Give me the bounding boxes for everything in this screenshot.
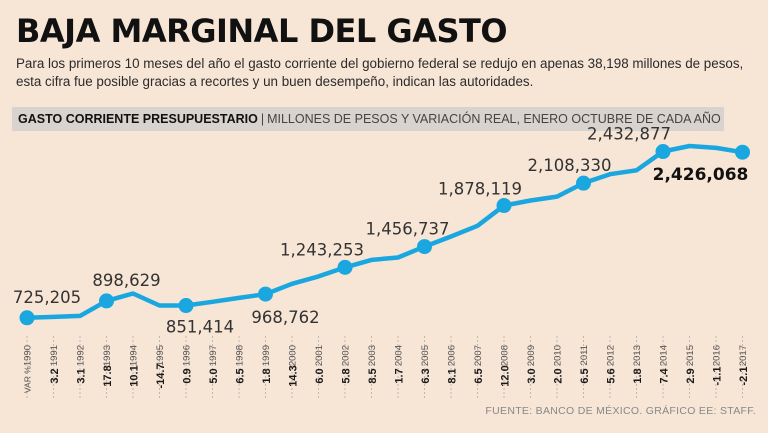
variation-value-2011: 6.5 <box>579 368 591 383</box>
variation-value-2000: 14.3 <box>288 365 300 386</box>
variation-value-1991: 3.2 <box>49 368 61 383</box>
data-label-1990: 725,205 <box>13 288 81 307</box>
data-label-1999: 968,762 <box>251 308 319 327</box>
year-tick-2014: 2014 <box>659 345 670 366</box>
year-tick-1994: 1994 <box>129 345 140 366</box>
variation-value-1992: 3.1 <box>76 368 88 383</box>
series-description-band: GASTO CORRIENTE PRESUPUESTARIO | MILLONES … <box>12 107 724 131</box>
year-tick-1991: 1991 <box>49 345 60 366</box>
variation-value-2017: -2.1 <box>738 367 750 386</box>
variation-value-1998: 6.5 <box>235 368 247 383</box>
variation-value-2014: 7.4 <box>659 367 671 383</box>
data-label-1993: 898,629 <box>92 271 160 290</box>
data-point-1999 <box>258 286 273 302</box>
year-tick-2008: 2008 <box>500 345 511 366</box>
variation-value-2013: 1.8 <box>632 368 644 383</box>
data-point-1996 <box>178 298 194 314</box>
series-name: GASTO CORRIENTE PRESUPUESTARIO <box>18 112 258 126</box>
series-line <box>24 143 745 321</box>
variation-value-2004: 1.7 <box>394 368 406 383</box>
axis-area: 1990 19913.219923.1199317.8199410.11995-1… <box>23 336 750 398</box>
data-point-2011 <box>576 175 591 191</box>
variation-value-1999: 1.8 <box>261 368 273 383</box>
variation-value-2016: -1.1 <box>712 367 724 386</box>
year-tick-1990: 1990 <box>23 345 34 366</box>
year-tick-2010: 2010 <box>553 345 564 366</box>
data-label-2014: 2,432,877 <box>587 125 671 144</box>
data-point-2008 <box>496 198 512 214</box>
data-label-2002: 1,243,253 <box>280 240 364 259</box>
band-separator: | <box>260 112 265 126</box>
variation-value-2003: 8.5 <box>367 368 379 383</box>
data-label-2005: 1,456,737 <box>366 220 450 239</box>
data-label-2011: 2,108,330 <box>528 156 612 175</box>
chart-title: BAJA MARGINAL DEL GASTO <box>16 12 508 50</box>
data-point-1993 <box>99 293 114 309</box>
year-tick-1999: 1999 <box>261 345 272 366</box>
year-tick-1993: 1993 <box>102 345 113 366</box>
data-label-2017: 2,426,068 <box>653 165 749 185</box>
variation-value-2015: 2.9 <box>685 368 697 383</box>
plot-area: 725,205 898,629 851,414 968,762 1,243,2531,4… <box>13 125 750 337</box>
variation-value-2010: 2.0 <box>553 368 565 383</box>
variation-value-2008: 12.0 <box>500 365 512 386</box>
year-tick-2017: 2017 <box>738 345 749 366</box>
year-tick-2007: 2007 <box>473 345 484 366</box>
data-point-2005 <box>417 239 432 255</box>
year-tick-2012: 2012 <box>606 345 617 366</box>
data-label-1996: 851,414 <box>166 318 234 337</box>
variation-value-1996: 0.9 <box>182 368 194 383</box>
year-tick-2005: 2005 <box>420 345 431 366</box>
variation-value-1993: 17.8 <box>102 365 114 386</box>
variation-row-label: VAR % <box>23 366 33 393</box>
variation-value-1995: -14.7 <box>155 363 167 388</box>
year-tick-1995: 1995 <box>155 345 166 366</box>
year-tick-1996: 1996 <box>182 345 193 366</box>
data-label-2008: 1,878,119 <box>438 180 522 199</box>
year-tick-2000: 2000 <box>288 345 299 366</box>
year-tick-2004: 2004 <box>394 345 405 366</box>
variation-value-2005: 6.3 <box>420 368 432 383</box>
year-tick-2015: 2015 <box>685 345 696 366</box>
variation-value-2009: 3.0 <box>526 368 538 383</box>
chart-subtitle: Para los primeros 10 meses del año el ga… <box>16 56 744 89</box>
variation-value-1994: 10.1 <box>129 365 141 386</box>
year-tick-1997: 1997 <box>208 345 219 366</box>
source-note: FUENTE: BANCO DE MÉXICO. GRÁFICO EE: STA… <box>485 405 756 417</box>
variation-value-1997: 5.0 <box>208 368 220 383</box>
data-point-2017 <box>735 144 750 160</box>
year-tick-2009: 2009 <box>526 345 537 366</box>
data-point-2014 <box>655 144 671 160</box>
variation-value-2006: 8.1 <box>447 368 459 383</box>
year-tick-2001: 2001 <box>314 345 325 366</box>
year-tick-2013: 2013 <box>632 345 643 366</box>
year-tick-1992: 1992 <box>76 345 87 366</box>
year-tick-2002: 2002 <box>341 345 352 366</box>
data-point-2002 <box>337 259 353 275</box>
variation-value-2002: 5.8 <box>341 368 353 383</box>
year-tick-2003: 2003 <box>367 345 378 366</box>
year-tick-2016: 2016 <box>712 345 723 366</box>
series-units: MILLONES DE PESOS Y VARIACIÓN REAL, ENER… <box>267 112 721 126</box>
year-tick-2011: 2011 <box>579 345 590 365</box>
year-tick-2006: 2006 <box>447 345 458 366</box>
year-tick-1998: 1998 <box>235 345 246 366</box>
variation-value-2007: 6.5 <box>473 368 485 383</box>
data-point-1990 <box>19 310 35 326</box>
variation-value-2001: 6.0 <box>314 368 326 383</box>
variation-value-2012: 5.6 <box>606 368 618 383</box>
